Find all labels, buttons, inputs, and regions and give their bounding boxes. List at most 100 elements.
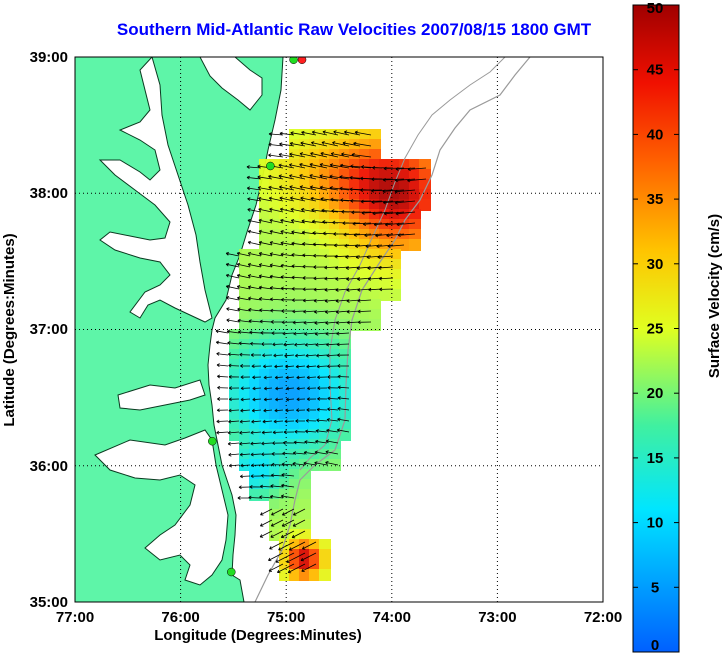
velocity-arrow xyxy=(227,441,240,446)
velocity-arrow xyxy=(306,375,317,380)
velocity-arrow xyxy=(394,178,416,183)
velocity-arrow xyxy=(333,130,350,136)
velocity-cell xyxy=(409,239,421,251)
velocity-arrow xyxy=(270,320,284,324)
velocity-arrow xyxy=(346,288,361,292)
velocity-arrow xyxy=(324,276,339,281)
velocity-arrow xyxy=(324,287,339,292)
velocity-cell xyxy=(259,469,271,481)
velocity-arrow xyxy=(259,495,273,500)
velocity-arrow xyxy=(371,177,394,182)
velocity-arrow xyxy=(261,452,273,457)
velocity-arrow xyxy=(252,375,262,380)
velocity-arrow xyxy=(321,208,339,213)
velocity-cell xyxy=(289,569,301,581)
velocity-arrow xyxy=(248,296,262,301)
velocity-arrow xyxy=(278,163,295,169)
velocity-arrow xyxy=(261,463,273,467)
velocity-arrow xyxy=(250,430,262,435)
velocity-arrow xyxy=(275,386,284,391)
grid xyxy=(75,57,603,602)
velocity-cell xyxy=(369,139,381,151)
velocity-cell xyxy=(309,359,321,371)
velocity-cell xyxy=(319,549,331,561)
velocity-cell xyxy=(359,179,371,191)
velocity-arrow xyxy=(273,353,284,358)
velocity-arrow xyxy=(247,240,262,246)
velocity-cell xyxy=(349,129,361,141)
velocity-cell xyxy=(329,369,341,381)
velocity-arrow xyxy=(304,440,317,444)
velocity-cell xyxy=(289,239,301,251)
velocity-cell xyxy=(299,279,311,291)
velocity-arrow xyxy=(311,219,328,224)
velocity-arrow xyxy=(228,397,240,402)
velocity-arrow xyxy=(227,430,240,435)
velocity-arrow xyxy=(251,463,262,468)
velocity-arrow xyxy=(269,241,284,246)
velocity-arrow xyxy=(317,375,328,380)
velocity-arrow xyxy=(283,430,295,434)
velocity-arrow xyxy=(281,473,295,477)
velocity-arrow xyxy=(379,287,394,292)
velocity-cell xyxy=(379,169,391,181)
velocity-arrow xyxy=(291,230,306,235)
velocity-cell xyxy=(269,449,281,461)
velocity-arrow xyxy=(237,307,251,312)
velocity-cell xyxy=(309,229,321,241)
velocity-arrow xyxy=(270,484,284,488)
velocity-arrow xyxy=(309,174,328,180)
velocity-arrow xyxy=(361,211,383,215)
velocity-cell xyxy=(379,239,391,251)
velocity-arrow xyxy=(279,142,295,147)
velocity-arrow xyxy=(289,174,306,180)
velocity-arrow xyxy=(237,296,251,301)
velocity-arrow xyxy=(316,364,328,369)
velocity-arrow xyxy=(268,196,284,202)
velocity-cell xyxy=(259,209,271,221)
velocity-arrow xyxy=(225,284,240,290)
velocity-cell xyxy=(249,439,261,451)
velocity-cell xyxy=(309,419,321,431)
velocity-arrow xyxy=(269,218,284,224)
velocity-cell xyxy=(379,219,391,231)
y-axis-label: Latitude (Degrees:Minutes) xyxy=(1,233,18,426)
colorbar-tick-label: 35 xyxy=(647,191,664,208)
velocity-arrow xyxy=(336,331,350,336)
velocity-arrow xyxy=(394,200,416,205)
velocity-arrow xyxy=(304,331,317,336)
velocity-cell xyxy=(299,549,311,561)
velocity-arrow xyxy=(281,309,294,313)
velocity-cell xyxy=(409,179,421,191)
velocity-cell xyxy=(289,469,301,481)
velocity-cell xyxy=(249,359,261,371)
velocity-arrow xyxy=(226,329,240,334)
velocity-cell xyxy=(419,199,431,211)
y-ticks: 39:00 38:00 37:00 36:00 35:00 xyxy=(30,49,68,611)
velocity-arrow xyxy=(280,241,295,246)
velocity-arrow xyxy=(295,419,305,423)
velocity-cell xyxy=(269,499,281,511)
velocity-cell xyxy=(259,449,271,461)
x-tick: 74:00 xyxy=(373,609,411,626)
velocity-arrow xyxy=(291,298,306,303)
velocity-cell xyxy=(319,569,331,581)
velocity-arrow xyxy=(258,274,273,279)
velocity-arrow xyxy=(281,483,295,488)
velocity-cell xyxy=(299,499,311,511)
velocity-arrow xyxy=(325,321,339,325)
velocity-arrow xyxy=(259,319,273,324)
velocity-arrow xyxy=(317,396,328,401)
velocity-arrow xyxy=(394,189,416,194)
velocity-arrow xyxy=(247,285,262,290)
velocity-arrow xyxy=(311,130,328,136)
velocity-arrow xyxy=(295,364,306,369)
velocity-cell xyxy=(249,289,261,301)
velocity-cell xyxy=(359,189,371,201)
velocity-cell xyxy=(239,439,251,451)
velocity-arrow xyxy=(227,352,240,357)
velocity-arrow xyxy=(325,331,339,336)
radar-station-marker xyxy=(227,567,236,577)
velocity-arrow xyxy=(340,163,361,169)
